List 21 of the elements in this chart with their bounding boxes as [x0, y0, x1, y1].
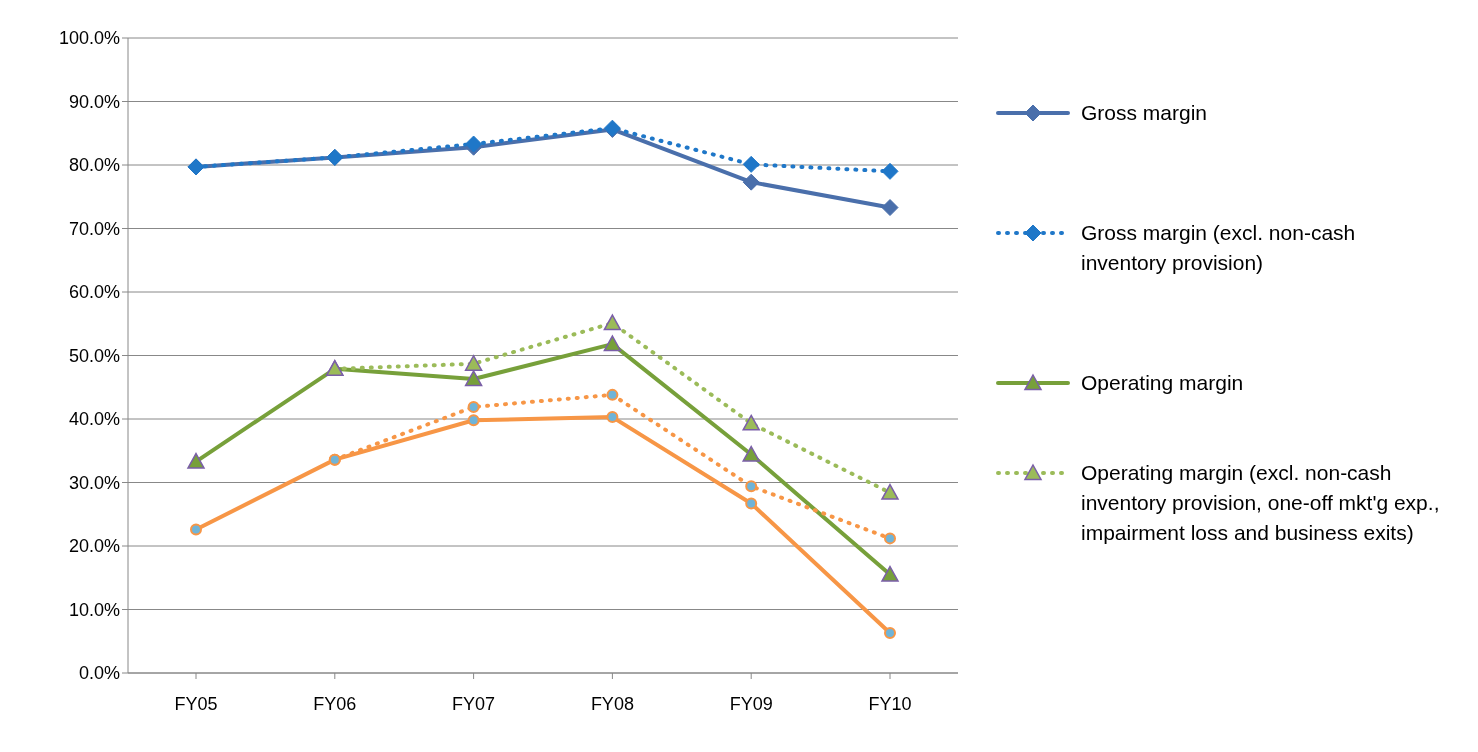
y-tick-label: 100.0%	[58, 28, 120, 49]
legend-label: Operating margin (excl. non-cash inventory provision, one-off mkt'g exp., impairment loss and business exits)	[1081, 460, 1441, 546]
x-tick-label: FY08	[590, 693, 634, 714]
y-tick-label: 70.0%	[68, 218, 120, 239]
legend-label: Operating margin	[1081, 370, 1245, 396]
y-tick-label: 60.0%	[68, 282, 120, 303]
y-tick-label: 10.0%	[68, 599, 120, 620]
x-tick-label: FY10	[868, 693, 912, 714]
y-tick-label: 80.0%	[68, 155, 120, 176]
y-tick-label: 20.0%	[68, 536, 120, 557]
y-tick-label: 50.0%	[68, 345, 120, 366]
x-tick-label: FY06	[313, 693, 357, 714]
y-tick-label: 40.0%	[68, 409, 120, 430]
y-tick-label: 30.0%	[68, 472, 120, 493]
x-tick-label: FY05	[174, 693, 218, 714]
y-tick-label: 0.0%	[78, 663, 120, 684]
x-tick-label: FY09	[729, 693, 773, 714]
y-tick-label: 90.0%	[68, 91, 120, 112]
x-tick-label: FY07	[452, 693, 496, 714]
legend-label: Gross margin	[1081, 100, 1209, 126]
legend-label: Gross margin (excl. non-cash inventory provision)	[1081, 220, 1357, 276]
